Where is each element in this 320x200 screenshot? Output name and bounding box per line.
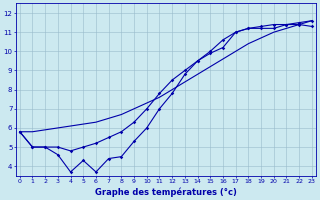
X-axis label: Graphe des températures (°c): Graphe des températures (°c) bbox=[95, 187, 237, 197]
